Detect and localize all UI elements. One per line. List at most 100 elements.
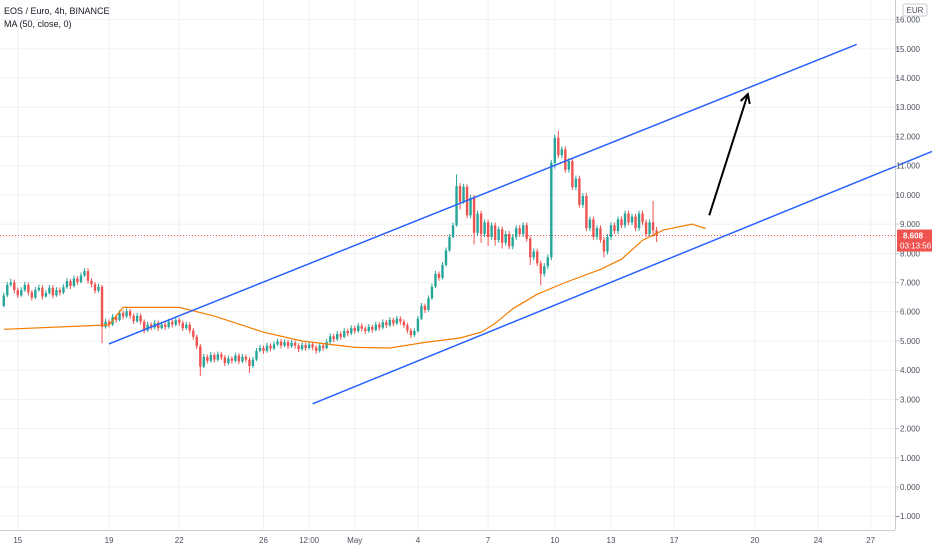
candle-body-up bbox=[265, 345, 269, 351]
y-tick-label: 10.000 bbox=[896, 191, 921, 200]
candle-body-up bbox=[258, 347, 262, 351]
candle-body-down bbox=[557, 137, 560, 156]
candle-body-up bbox=[357, 325, 360, 332]
candle-body-down bbox=[627, 213, 630, 223]
y-tick-label: 9.000 bbox=[900, 220, 921, 229]
candle-body-up bbox=[44, 293, 48, 297]
candle-body-down bbox=[188, 324, 191, 331]
candle-body-down bbox=[90, 280, 93, 285]
candle-body-up bbox=[241, 356, 244, 362]
candle-body-up bbox=[62, 287, 65, 293]
candle-body-up bbox=[146, 324, 149, 331]
candle-body-up bbox=[543, 266, 546, 274]
candle-body-up bbox=[2, 295, 5, 306]
candle-body-up bbox=[469, 197, 472, 216]
candle-body-up bbox=[444, 250, 448, 265]
countdown-label: 03:13:56 bbox=[900, 242, 932, 251]
y-tick-label: 8.000 bbox=[900, 249, 921, 258]
candle-body-down bbox=[392, 319, 395, 324]
candle-body-down bbox=[539, 263, 542, 274]
candle-body-up bbox=[455, 186, 458, 226]
candle-body-down bbox=[213, 354, 216, 360]
candle-body-down bbox=[578, 178, 581, 205]
candle-body-down bbox=[592, 219, 595, 237]
candle-body-up bbox=[434, 273, 437, 287]
candle-body-down bbox=[279, 341, 283, 346]
trendline-upper bbox=[108, 43, 857, 345]
candle-body-up bbox=[335, 333, 339, 340]
candle-body-up bbox=[276, 341, 279, 345]
candle-body-up bbox=[37, 287, 41, 291]
candle-body-down bbox=[529, 238, 532, 258]
y-tick-label: 7.000 bbox=[900, 279, 921, 288]
candle-body-down bbox=[507, 234, 511, 247]
candle-body-up bbox=[135, 315, 139, 322]
x-tick-label: 10 bbox=[550, 536, 559, 545]
currency-badge bbox=[902, 3, 928, 17]
last-price-badge bbox=[897, 229, 932, 252]
candle-body-up bbox=[581, 196, 585, 205]
candle-body-up bbox=[451, 225, 455, 237]
y-tick-label: 15.000 bbox=[896, 45, 921, 54]
candle-body-up bbox=[20, 290, 23, 296]
x-tick-label: May bbox=[347, 536, 362, 545]
x-tick-label: 24 bbox=[814, 536, 823, 545]
candle-body-up bbox=[462, 186, 465, 202]
candle-body-up bbox=[343, 331, 346, 337]
candle-body-down bbox=[402, 321, 406, 326]
x-tick-label: 19 bbox=[105, 536, 114, 545]
candle-body-up bbox=[367, 326, 370, 332]
candle-body-up bbox=[65, 281, 69, 288]
candle-body-up bbox=[6, 284, 9, 296]
trendline-lower bbox=[312, 150, 932, 405]
candle-body-down bbox=[406, 325, 409, 331]
candle-body-down bbox=[192, 330, 195, 337]
candle-body-down bbox=[178, 319, 181, 323]
candle-body-down bbox=[128, 311, 132, 316]
candle-body-down bbox=[206, 356, 209, 361]
candle-body-down bbox=[195, 336, 198, 347]
candle-body-up bbox=[174, 319, 177, 325]
candle-body-up bbox=[55, 290, 58, 296]
candle-body-up bbox=[630, 216, 634, 223]
candle-body-down bbox=[244, 356, 248, 360]
candle-body-up bbox=[328, 336, 332, 343]
candle-body-up bbox=[514, 228, 518, 237]
candle-body-down bbox=[644, 222, 648, 235]
y-tick-label: 0.000 bbox=[900, 483, 921, 492]
candle-body-down bbox=[181, 322, 184, 329]
chart-legend: EOS / Euro, 4h, BINANCE MA (50, close, 0… bbox=[4, 5, 110, 31]
candle-body-up bbox=[9, 282, 12, 285]
candle-body-down bbox=[571, 161, 574, 188]
candle-body-up bbox=[606, 236, 609, 252]
candle-body-up bbox=[497, 229, 500, 240]
candle-body-down bbox=[223, 357, 227, 364]
candle-body-up bbox=[388, 319, 392, 326]
y-tick-label: 12.000 bbox=[896, 132, 921, 141]
candle-body-down bbox=[423, 305, 427, 310]
candle-body-up bbox=[374, 324, 378, 330]
candle-body-down bbox=[230, 358, 234, 361]
x-tick-label: 7 bbox=[486, 536, 491, 545]
candle-body-up bbox=[104, 321, 107, 327]
candle-body-up bbox=[430, 286, 434, 299]
candle-body-down bbox=[620, 219, 623, 226]
candle-body-down bbox=[378, 324, 381, 328]
candle-body-up bbox=[637, 213, 641, 229]
candle-body-down bbox=[86, 271, 90, 281]
candle-body-down bbox=[293, 342, 297, 346]
symbol-title: EOS / Euro, 4h, BINANCE bbox=[4, 6, 110, 16]
candle-body-down bbox=[371, 326, 374, 330]
candle-body-up bbox=[490, 225, 493, 237]
candle-body-down bbox=[107, 321, 111, 325]
candle-body-down bbox=[564, 149, 567, 170]
candle-body-up bbox=[522, 225, 525, 235]
candle-body-up bbox=[476, 213, 479, 233]
candle-body-up bbox=[227, 358, 230, 364]
candle-body-up bbox=[574, 178, 578, 188]
y-tick-label: 3.000 bbox=[900, 395, 921, 404]
candle-body-down bbox=[437, 273, 441, 278]
projection-arrow-head bbox=[739, 92, 751, 105]
x-tick-label: 17 bbox=[670, 536, 679, 545]
